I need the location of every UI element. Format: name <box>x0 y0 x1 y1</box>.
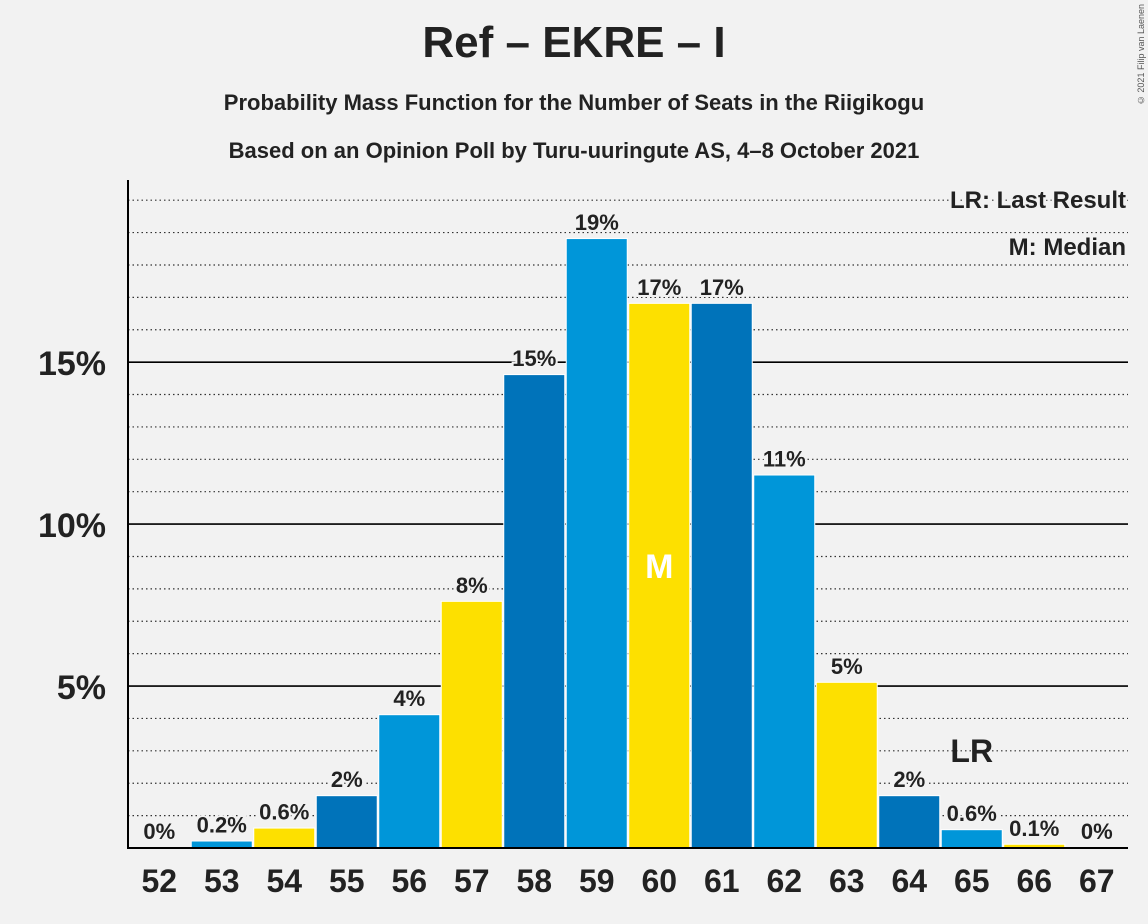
bar-value-label: 11% <box>763 447 806 472</box>
x-tick-label: 52 <box>141 863 177 899</box>
x-tick-label: 67 <box>1079 863 1115 899</box>
bar <box>1004 844 1065 848</box>
bar <box>316 796 377 848</box>
bar-value-label: 0.6% <box>259 800 309 825</box>
bar-value-label: 2% <box>893 767 925 792</box>
x-tick-label: 59 <box>579 863 615 899</box>
legend-item: LR: Last Result <box>950 187 1126 214</box>
bar-value-label: 8% <box>456 573 488 598</box>
bar <box>441 601 502 848</box>
chart-title: Ref – EKRE – I <box>422 18 726 67</box>
bar <box>691 303 752 849</box>
bar <box>191 841 252 848</box>
x-tick-label: 65 <box>954 863 990 899</box>
y-tick-label: 5% <box>57 669 106 707</box>
bars <box>190 238 1066 849</box>
x-tick-label: 63 <box>829 863 865 899</box>
bar-value-label: 0.2% <box>197 813 247 838</box>
bar <box>566 239 627 848</box>
chart-subtitle: Probability Mass Function for the Number… <box>223 90 925 115</box>
bar <box>879 796 940 848</box>
x-tick-label: 62 <box>766 863 802 899</box>
bar-value-label: 4% <box>393 686 425 711</box>
legend-item: M: Median <box>1009 234 1126 261</box>
y-tick-label: 15% <box>38 345 106 383</box>
y-tick-label: 10% <box>38 507 106 545</box>
data-labels: 0% 0.2% 0.6% 2% 4% 8% 15% 19% 17% M 17% 11% 5% 2% 0.6%… <box>141 208 1114 846</box>
bar-value-label: 0% <box>1081 819 1113 844</box>
x-tick-label: 53 <box>204 863 240 899</box>
bar <box>629 303 690 849</box>
bar <box>816 682 877 848</box>
bar-value-label: 17% <box>637 275 681 300</box>
x-tick-label: 57 <box>454 863 490 899</box>
bar-value-label: 0.1% <box>1009 816 1059 841</box>
chart-source: Based on an Opinion Poll by Turu-uuringu… <box>228 138 920 163</box>
y-axis: 5% 10% 15% <box>38 180 129 849</box>
bar <box>254 828 315 848</box>
median-marker: M <box>645 548 673 586</box>
bar-value-label: 17% <box>700 275 744 300</box>
bar-value-label: 19% <box>575 210 619 235</box>
x-tick-label: 56 <box>391 863 427 899</box>
bar-value-label: 0.6% <box>947 801 997 826</box>
x-tick-label: 61 <box>704 863 740 899</box>
legend: LR: Last Result M: Median <box>947 185 1128 264</box>
x-tick-label: 64 <box>891 863 927 899</box>
bar <box>941 830 1002 848</box>
bar-value-label: 5% <box>831 654 863 679</box>
last-result-marker: LR <box>950 733 993 769</box>
x-axis: 52 53 54 55 56 57 58 59 60 61 62 63 64 65 66 67 <box>128 847 1128 899</box>
bar <box>379 715 440 848</box>
x-tick-label: 55 <box>329 863 365 899</box>
x-tick-label: 66 <box>1016 863 1052 899</box>
bar-value-label: 2% <box>331 767 363 792</box>
bar <box>754 475 815 848</box>
bar-value-label: 15% <box>512 346 556 371</box>
x-tick-label: 58 <box>516 863 552 899</box>
x-tick-label: 54 <box>266 863 302 899</box>
bar <box>504 375 565 848</box>
bar-value-label: 0% <box>143 819 175 844</box>
x-tick-label: 60 <box>641 863 677 899</box>
gridlines <box>128 199 1128 817</box>
